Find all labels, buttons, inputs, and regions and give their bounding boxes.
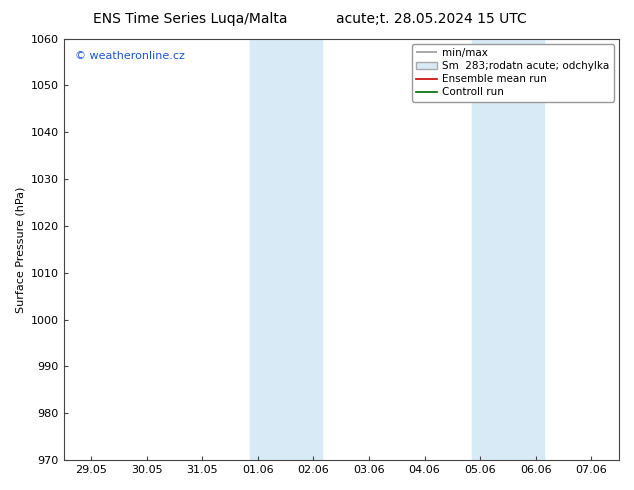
- Y-axis label: Surface Pressure (hPa): Surface Pressure (hPa): [15, 186, 25, 313]
- Legend: min/max, Sm  283;rodatn acute; odchylka, Ensemble mean run, Controll run: min/max, Sm 283;rodatn acute; odchylka, …: [412, 44, 614, 101]
- Bar: [250, 39, 322, 460]
- Text: acute;t. 28.05.2024 15 UTC: acute;t. 28.05.2024 15 UTC: [336, 12, 526, 26]
- Text: © weatheronline.cz: © weatheronline.cz: [75, 51, 184, 61]
- Text: ENS Time Series Luqa/Malta: ENS Time Series Luqa/Malta: [93, 12, 287, 26]
- Bar: [472, 39, 544, 460]
